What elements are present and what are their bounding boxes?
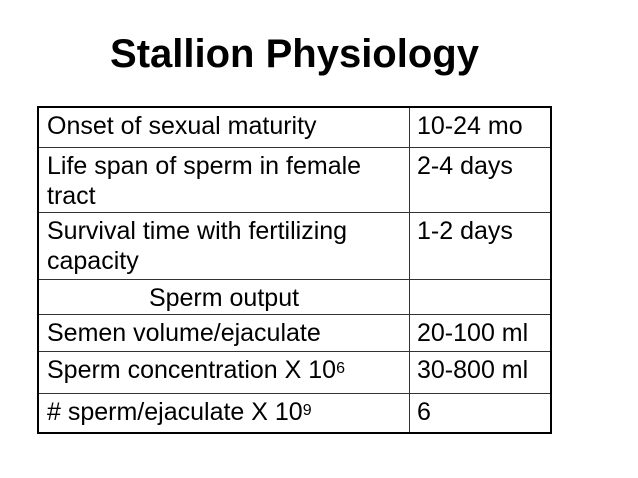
row-value-text: 6 (417, 398, 431, 426)
row-value-text: 1-2 days (417, 217, 513, 245)
slide-title: Stallion Physiology (110, 32, 479, 76)
table-cell-value: 1-2 days (410, 213, 550, 279)
row-label-text: Survival time with fertilizing capacity (47, 217, 348, 275)
row-label-superscript: 6 (336, 359, 345, 377)
row-label-superscript: 9 (302, 401, 312, 419)
row-label-text: Onset of sexual maturity (47, 112, 317, 140)
table-cell-value: 30-800 ml (410, 352, 550, 393)
row-value-text: 20-100 ml (417, 319, 529, 347)
row-label-text: Sperm concentration X 10 (47, 356, 337, 384)
table-cell-value: 2-4 days (410, 148, 550, 212)
table-cell-value: 20-100 ml (410, 315, 550, 351)
table-cell-value: 10-24 mo (410, 108, 550, 147)
row-value-text: 2-4 days (417, 152, 513, 180)
table-cell-label: Sperm concentration X 106 (39, 352, 409, 393)
row-label-text: Life span of sperm in female tract (47, 152, 362, 210)
row-value-text: 30-800 ml (417, 356, 529, 384)
table-cell-value: 6 (410, 394, 550, 432)
table-cell-label: Onset of sexual maturity (39, 108, 409, 147)
table-cell-value-empty (410, 280, 550, 314)
table-cell-label: Survival time with fertilizing capacity (39, 213, 409, 279)
row-label-text: # sperm/ejaculate X 10 (47, 398, 303, 426)
table-cell-label-sperm-output: Sperm output (39, 280, 409, 314)
row-label-text: Sperm output (148, 284, 300, 312)
table-cell-label: Semen volume/ejaculate (39, 315, 409, 351)
table-cell-label: Life span of sperm in female tract (39, 148, 409, 212)
row-value-text: 10-24 mo (417, 112, 523, 140)
table-cell-label: # sperm/ejaculate X 109 (39, 394, 409, 432)
row-label-text: Semen volume/ejaculate (47, 319, 321, 347)
stallion-physiology-table: Onset of sexual maturity 10-24 mo Life s… (37, 106, 552, 434)
